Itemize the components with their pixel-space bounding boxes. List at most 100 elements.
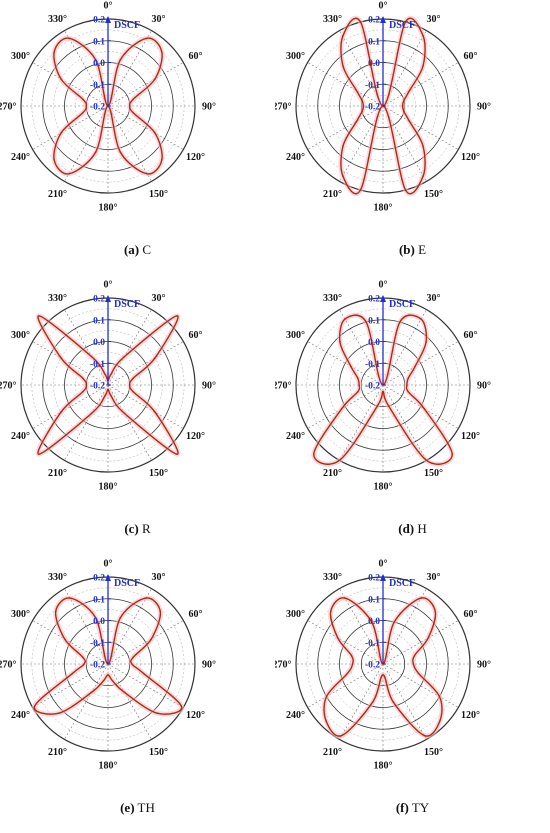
- data-point: [123, 355, 126, 358]
- angle-spoke: [339, 309, 384, 386]
- data-point: [325, 695, 328, 698]
- radial-tick-label: 0.0: [93, 617, 105, 627]
- angle-label: 300°: [11, 51, 30, 62]
- angle-spoke: [307, 62, 384, 107]
- data-point: [176, 314, 179, 317]
- data-point: [361, 99, 363, 102]
- angle-spoke: [107, 105, 152, 182]
- angle-spoke: [107, 384, 184, 429]
- data-point: [119, 58, 122, 61]
- data-point: [132, 111, 135, 114]
- data-point: [425, 341, 427, 343]
- data-point: [451, 453, 454, 456]
- angle-label: 270°: [0, 381, 17, 392]
- radial-axis-title: DSCF: [114, 578, 140, 589]
- radial-tick-label: 0.1: [368, 595, 380, 605]
- angle-label: 30°: [427, 14, 441, 25]
- caption-letter: (a): [123, 242, 140, 257]
- data-point: [68, 173, 70, 175]
- angle-spoke: [64, 663, 109, 740]
- data-point: [325, 720, 327, 722]
- data-point: [94, 616, 97, 619]
- angle-label: 30°: [152, 14, 166, 25]
- data-point: [33, 705, 36, 708]
- angle-label: 240°: [286, 431, 305, 442]
- radial-minor-ring: [306, 587, 460, 741]
- panel-caption: (b) E: [275, 242, 550, 258]
- angle-label: 270°: [0, 102, 17, 113]
- data-point: [81, 656, 84, 659]
- angle-spoke: [339, 384, 384, 461]
- data-point: [132, 656, 135, 659]
- radial-tick-label: 0.2: [368, 16, 380, 26]
- angle-label: 90°: [202, 381, 216, 392]
- angle-label: 270°: [0, 660, 17, 671]
- caption-text: R: [138, 521, 151, 536]
- data-point: [71, 672, 74, 675]
- angle-label: 0°: [104, 1, 113, 12]
- data-point: [355, 120, 358, 123]
- angle-label: 30°: [152, 293, 166, 304]
- angle-spoke: [107, 341, 184, 386]
- angle-label: 120°: [186, 431, 205, 442]
- panel-caption: (d) H: [275, 521, 550, 537]
- radial-tick-label: 0.1: [368, 316, 380, 326]
- data-point: [90, 412, 93, 415]
- data-point: [427, 637, 430, 639]
- data-point: [438, 695, 441, 698]
- data-point: [156, 712, 159, 715]
- angle-label: 120°: [186, 710, 205, 721]
- radial-tick-label: 0.2: [93, 295, 105, 305]
- angle-label: 210°: [323, 189, 342, 200]
- data-point: [154, 411, 156, 413]
- angle-label: 150°: [424, 747, 443, 758]
- polar-chart-panel: 0.2 0.1 0.0 -0.1 -0.2 DSCF 0° 30° 60° 90° 120° 150°…: [275, 0, 550, 275]
- data-point: [370, 621, 373, 623]
- data-point: [422, 145, 424, 147]
- data-point: [107, 674, 109, 676]
- data-point: [359, 189, 362, 191]
- angle-spoke: [32, 620, 109, 665]
- data-point: [132, 390, 135, 393]
- caption-letter: (f): [395, 800, 409, 815]
- data-point: [336, 637, 339, 639]
- data-point: [154, 78, 156, 80]
- radial-tick-label: -0.1: [365, 360, 380, 370]
- data-point: [154, 132, 156, 134]
- data-point: [90, 355, 93, 358]
- data-point: [399, 321, 401, 323]
- data-point: [329, 610, 332, 613]
- data-point: [403, 110, 405, 113]
- angle-spoke: [64, 588, 109, 665]
- angle-label: 210°: [48, 468, 67, 479]
- angle-label: 30°: [152, 572, 166, 583]
- angle-label: 60°: [463, 609, 477, 620]
- data-point: [53, 159, 55, 161]
- data-point: [128, 384, 131, 386]
- caption-letter: (b): [398, 242, 415, 257]
- angle-label: 90°: [477, 381, 491, 392]
- panel-caption: (c) R: [0, 521, 275, 537]
- angle-label: 300°: [286, 51, 305, 62]
- angle-spoke: [307, 105, 384, 150]
- caption-text: H: [414, 521, 427, 536]
- data-point: [351, 663, 354, 665]
- angle-spoke: [382, 62, 459, 107]
- angle-label: 240°: [11, 431, 30, 442]
- angle-label: 210°: [323, 468, 342, 479]
- data-point: [37, 453, 40, 456]
- angle-label: 0°: [379, 559, 388, 570]
- radial-axis-title: DSCF: [389, 20, 415, 31]
- angle-spoke: [382, 663, 427, 740]
- caption-text: C: [139, 242, 152, 257]
- angle-spoke: [107, 384, 152, 461]
- angle-label: 30°: [427, 293, 441, 304]
- data-point: [346, 672, 349, 675]
- panel-caption: (f) TY: [275, 800, 550, 816]
- data-point: [81, 98, 84, 101]
- angle-label: 330°: [323, 572, 342, 583]
- data-point: [342, 145, 344, 147]
- angle-spoke: [32, 62, 109, 107]
